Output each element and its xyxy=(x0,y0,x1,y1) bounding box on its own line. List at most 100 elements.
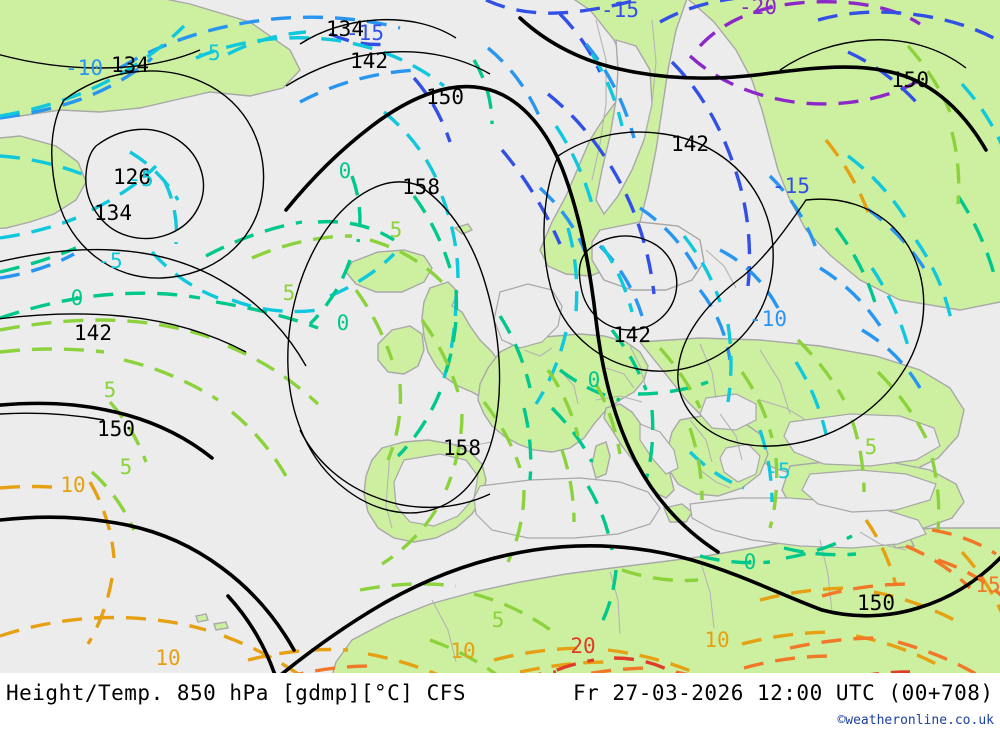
land-canaries xyxy=(195,613,209,623)
height-contours-thin xyxy=(0,18,967,514)
footer-datetime: Fr 27-03-2026 12:00 UTC (00+708) xyxy=(573,681,994,705)
height-contour-label: 134 xyxy=(94,201,132,225)
border-greece-coast xyxy=(699,469,731,489)
country-border-layer xyxy=(385,19,907,663)
sea-adriatic xyxy=(639,423,679,475)
temperature-contour-label: -10 xyxy=(65,56,103,80)
height-contour-134-top xyxy=(299,18,457,45)
height-contour-label: 142 xyxy=(74,321,112,345)
height-contour-134-inner xyxy=(51,70,265,279)
temperature-contour-label: -15 xyxy=(346,21,384,45)
temperature-contour-label: -20 xyxy=(739,0,777,19)
height-contour-label: 142 xyxy=(671,132,709,156)
height-contour-label: 150 xyxy=(426,85,464,109)
map-svg: 1261261341341341341341341421421421421421… xyxy=(0,0,1000,673)
temperature-contour-label: -5 xyxy=(128,167,153,191)
border-algeria-libya xyxy=(699,559,715,629)
temperature-contour-label: -15 xyxy=(601,0,639,22)
isotherm-plus5 xyxy=(0,44,961,673)
height-contour-label: 142 xyxy=(613,323,651,347)
height-contour-label: 134 xyxy=(111,53,149,77)
border-norway-sweden xyxy=(591,19,607,181)
height-contour-150-africa-b xyxy=(820,555,1000,618)
border-france-spain xyxy=(451,441,493,447)
height-contour-150-north-bold xyxy=(518,16,988,152)
land-canaries-2 xyxy=(213,621,229,631)
height-contour-142-north xyxy=(285,51,491,87)
border-poland-belarus xyxy=(699,343,717,399)
temperature-contour-label: 5 xyxy=(283,281,296,305)
height-contour-142-inner xyxy=(578,235,678,331)
isotherm-zero xyxy=(0,59,996,631)
temperature-contour-label: 0 xyxy=(339,159,352,183)
temperature-contour-label: 20 xyxy=(570,634,595,658)
height-contour-150-atlantic xyxy=(0,401,214,460)
height-contour-label: 126 xyxy=(113,165,151,189)
land-greenland-south xyxy=(0,135,87,230)
height-contour-label: 158 xyxy=(402,175,440,199)
height-contour-label: 142 xyxy=(350,49,388,73)
border-sweden-finland xyxy=(643,19,657,141)
temperature-contour-label: 0 xyxy=(337,311,350,335)
temperature-contour-label: 0 xyxy=(744,550,757,574)
border-portugal-spain xyxy=(385,451,393,529)
border-baltic-states xyxy=(705,249,737,289)
isotherm-plus10 xyxy=(0,138,1000,673)
height-contour-142-balkans xyxy=(677,198,925,447)
border-germany-poland xyxy=(629,345,647,389)
temperature-contour-label: 10 xyxy=(60,473,85,497)
temperature-contour-label: 10 xyxy=(450,639,475,663)
temperature-contour-label: 10 xyxy=(704,628,729,652)
map-canvas[interactable]: 1261261341341341341341341421421421421421… xyxy=(0,0,1000,673)
temperature-contour-label: -5 xyxy=(765,459,790,483)
temperature-contour-label: -5 xyxy=(195,41,220,65)
land-western-europe xyxy=(477,333,649,453)
border-algeria-tunisia xyxy=(609,571,621,635)
height-contour-150-main xyxy=(284,84,720,554)
border-balkan-2 xyxy=(719,413,743,461)
height-contour-label: 150 xyxy=(891,68,929,92)
temperature-contour-label: 5 xyxy=(390,218,403,242)
height-contour-126 xyxy=(85,128,205,240)
height-contour-142-baltic xyxy=(543,131,774,372)
height-contour-142-atlantic xyxy=(0,248,307,367)
temperature-contour-label: 15 xyxy=(975,573,1000,597)
contour-label-layer: 1261261341341341341341341421421421421421… xyxy=(60,0,1000,670)
temperature-contour-label: 5 xyxy=(104,378,117,402)
temperature-contour-label: -15 xyxy=(772,174,810,198)
isotherm-minus5 xyxy=(0,24,1000,503)
border-benelux xyxy=(523,347,553,357)
border-balkan-1 xyxy=(689,419,713,463)
sea-west-mediterranean xyxy=(473,477,661,539)
temperature-contour-label: -5 xyxy=(97,249,122,273)
isotherm-minus15 xyxy=(329,0,1000,295)
height-contour-158-south xyxy=(299,429,491,509)
temperature-contour-label: 0 xyxy=(71,286,84,310)
isotherm-plus15 xyxy=(296,528,1000,673)
height-contour-label: 134 xyxy=(326,17,364,41)
temperature-contour-label: 10 xyxy=(155,646,180,670)
height-contours-bold xyxy=(0,16,1000,673)
height-contour-label: 150 xyxy=(857,591,895,615)
height-contour-label: 158 xyxy=(443,436,481,460)
height-contour-142-atlantic-b xyxy=(0,313,247,353)
border-libya-egypt xyxy=(819,539,833,613)
footer-bar: Height/Temp. 850 hPa [gdmp][°C] CFS Fr 2… xyxy=(0,673,1000,733)
temperature-contour-label: 5 xyxy=(492,608,505,632)
border-morocco-algeria xyxy=(431,599,457,663)
temperature-contour-label: 0 xyxy=(588,368,601,392)
footer-title: Height/Temp. 850 hPa [gdmp][°C] CFS xyxy=(6,681,467,705)
land-finland-russia xyxy=(687,0,1000,311)
border-romania xyxy=(759,399,807,421)
height-contour-150-iberia xyxy=(0,412,105,421)
terrain-anatolia xyxy=(801,469,937,513)
temperature-contour-label: 5 xyxy=(865,435,878,459)
land-north-africa xyxy=(332,527,1000,673)
height-contour-158 xyxy=(287,181,501,514)
height-contour-134-north xyxy=(0,49,201,69)
border-ukraine xyxy=(759,349,791,415)
sea-aegean xyxy=(719,443,761,483)
height-contour-150-north xyxy=(779,39,967,71)
land-janmayen xyxy=(453,223,474,235)
